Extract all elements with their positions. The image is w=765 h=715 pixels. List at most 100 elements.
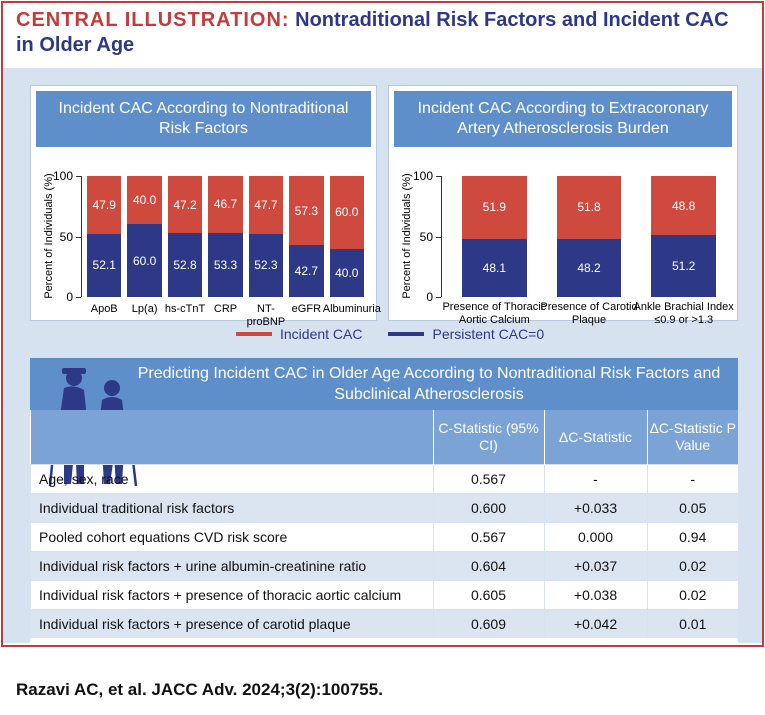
x-tick-label: NT-proBNP xyxy=(246,303,286,328)
table-cell: 0.02 xyxy=(646,551,738,581)
table-cell: Individual traditional risk factors xyxy=(30,493,433,523)
table-cell: 0.609 xyxy=(432,609,544,638)
bar-segment xyxy=(167,233,203,297)
bar-segment xyxy=(208,176,243,233)
bar-segment xyxy=(289,245,324,297)
value-label: 57.3 xyxy=(294,203,319,218)
bar-segment xyxy=(289,176,324,246)
header: CENTRAL ILLUSTRATION: Nontraditional Ris… xyxy=(16,8,751,58)
table-row: Individual risk factors + urine albumin-… xyxy=(30,551,738,581)
value-label: 47.9 xyxy=(92,197,116,212)
y-tick-label: 0 xyxy=(66,290,73,304)
value-label: 51.2 xyxy=(671,259,696,274)
value-label: 60.0 xyxy=(132,253,157,268)
value-label: 46.7 xyxy=(213,197,238,212)
table-cell: +0.037 xyxy=(543,551,647,581)
bar-segment xyxy=(127,176,162,225)
tick-mark xyxy=(76,236,81,238)
header-label: CENTRAL ILLUSTRATION: xyxy=(16,9,290,31)
bar-segment xyxy=(208,232,243,297)
chart-panel: Incident CAC According to Extracoronary … xyxy=(388,85,738,326)
x-tick-label: Lp(a) xyxy=(131,303,158,315)
value-label: 47.7 xyxy=(254,197,278,212)
legend-entry: Persistent CAC=0 xyxy=(388,326,544,342)
y-tick-label: 50 xyxy=(419,229,433,244)
table-panel: Predicting Incident CAC in Older Age Acc… xyxy=(30,358,738,643)
table-row: Individual traditional risk factors 0.600… xyxy=(30,493,738,523)
y-axis xyxy=(81,176,82,297)
value-label: 47.2 xyxy=(173,197,197,212)
value-label: 48.8 xyxy=(671,198,696,213)
value-label: 42.7 xyxy=(294,264,319,279)
header-cell: C-Statistic (95% CI) xyxy=(432,410,544,465)
table-cell: 0.94 xyxy=(646,522,738,552)
table-cell: Individual risk factors + urine albumin-… xyxy=(30,551,433,581)
value-label: 40.0 xyxy=(132,193,157,208)
value-label: 51.8 xyxy=(577,200,601,215)
table-cell: 0.05 xyxy=(646,493,738,523)
table-row: Pooled cohort equations CVD risk score 0.… xyxy=(30,522,738,552)
x-tick-label: Presence of Carotid Plaque xyxy=(540,301,638,326)
table-cell: 0.000 xyxy=(543,522,647,552)
bar-segment xyxy=(127,224,162,297)
tick-mark xyxy=(436,236,441,238)
bar-segment xyxy=(462,176,527,239)
legend-label: Incident CAC xyxy=(280,326,363,342)
table-cell: 0.600 xyxy=(432,493,544,523)
value-label: 52.8 xyxy=(173,258,197,273)
table-cell: Pooled cohort equations CVD risk score xyxy=(30,522,433,552)
x-tick-label: ApoB xyxy=(90,303,118,315)
value-label: 40.0 xyxy=(335,265,359,280)
x-tick-label: eGFR xyxy=(291,303,322,315)
bar-segment xyxy=(556,238,622,297)
y-tick-label: 100 xyxy=(412,169,433,183)
table-cell: 0.02 xyxy=(646,580,738,610)
table-row: Age, sex, race 0.567- - xyxy=(30,464,738,494)
legend-swatch xyxy=(236,332,272,336)
legend-label: Persistent CAC=0 xyxy=(432,326,545,342)
table-cell: Age, sex, race xyxy=(30,464,433,494)
legend-swatch xyxy=(388,332,425,336)
bar-segment xyxy=(329,248,364,297)
x-tick-label: hs-cTnT xyxy=(164,303,206,315)
bar-segment xyxy=(651,235,716,297)
value-label: 48.2 xyxy=(577,260,601,275)
x-tick-label: Presence of Thoracic Aortic Calcium xyxy=(442,301,547,326)
y-tick-label: 100 xyxy=(52,169,73,183)
table-cell: 0.604 xyxy=(432,551,544,581)
value-label: 51.9 xyxy=(482,200,506,215)
value-label: 53.3 xyxy=(213,257,238,272)
table-cell: +0.042 xyxy=(543,609,647,638)
x-tick-label: CRP xyxy=(213,303,238,315)
bar-segment xyxy=(329,176,364,249)
table-cell: +0.033 xyxy=(543,493,647,523)
tick-mark xyxy=(76,297,81,298)
tick-mark xyxy=(436,297,441,298)
bar-segment xyxy=(462,238,527,297)
table-cell: 0.01 xyxy=(646,609,738,638)
table-row: Individual risk factors + presence of th… xyxy=(30,580,738,610)
header-cell: ΔC-Statistic xyxy=(543,410,647,465)
citation: Razavi AC, et al. JACC Adv. 2024;3(2):10… xyxy=(16,680,383,699)
x-tick-label: Albuminuria xyxy=(322,303,381,315)
chart-panel: Incident CAC According to Nontraditional… xyxy=(30,85,381,328)
bar-segment xyxy=(167,176,203,234)
header-title: Nontraditional Risk Factors and Incident… xyxy=(16,9,729,56)
y-tick-label: 50 xyxy=(59,229,73,244)
x-tick-label: Ankle Brachial Index ≤0.9 or >1.3 xyxy=(633,301,734,326)
table-cell: +0.038 xyxy=(543,580,647,610)
value-label: 48.1 xyxy=(482,260,506,275)
table-cell: Individual risk factors + presence of ca… xyxy=(30,609,433,638)
frame xyxy=(1,1,764,647)
table-cell: - xyxy=(543,464,647,494)
bar-segment xyxy=(556,176,622,239)
bar-segment xyxy=(651,176,716,236)
table-cell: Individual risk factors + presence of th… xyxy=(30,580,433,610)
table-cell: - xyxy=(646,464,738,494)
bar-segment xyxy=(248,233,284,297)
tick-mark xyxy=(76,176,81,177)
table-row: Individual risk factors + presence of ca… xyxy=(30,609,738,638)
value-label: 52.1 xyxy=(92,258,116,273)
chart-title: Incident CAC According to Extracoronary … xyxy=(394,91,732,147)
tick-mark xyxy=(436,176,441,177)
